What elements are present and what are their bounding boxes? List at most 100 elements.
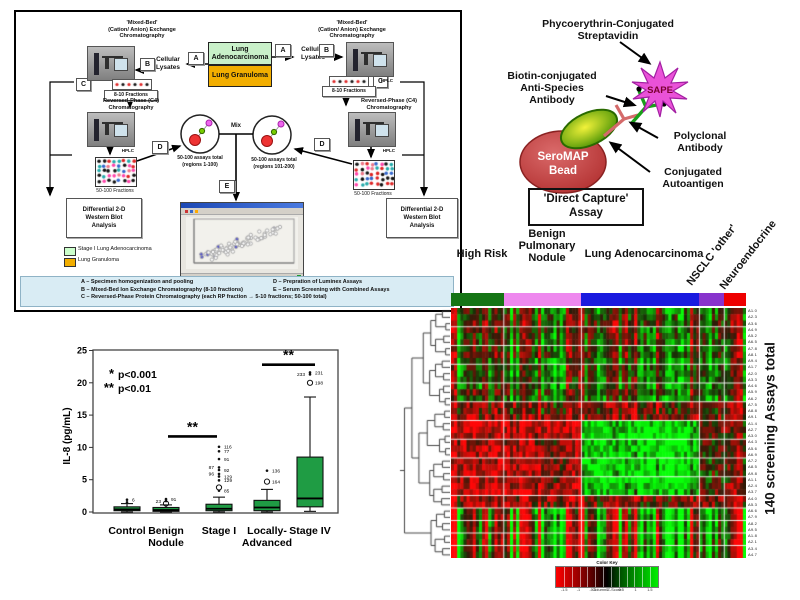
outlier-label: 129	[224, 478, 232, 484]
heatmap-group-color-band	[451, 293, 746, 306]
sape-label: SAPE	[647, 85, 673, 96]
hplc-image-mixed-bed-right: HPLC	[346, 42, 394, 83]
heatmap-row-label: A3.4	[748, 545, 758, 551]
window-toolbar	[181, 208, 303, 215]
significance-stars: **	[283, 347, 294, 363]
outlier-label: 91	[224, 457, 230, 463]
heatmap-row-label: A4.6	[748, 383, 758, 388]
outlier-dot	[217, 457, 221, 461]
fractions-grid-right	[353, 160, 395, 190]
group-band-segment-0	[451, 293, 504, 306]
outlier-label: 129	[224, 474, 232, 480]
bead-label-line1: SeroMAP	[537, 151, 588, 163]
direct-capture-panel: SAPE SeroMAP Bead Phycoerythrin-Conjugat…	[488, 12, 768, 226]
mixed-bed-label-left: 'Mixed-Bed' (Cation/ Anion) Exchange Chr…	[108, 20, 176, 39]
hplc-frame	[105, 121, 109, 135]
color-key-tick-label: -0.5	[589, 588, 596, 592]
legend-label-stage1: Stage I Lung Adenocarcinoma	[78, 246, 152, 252]
sample-box-adenocarcinoma: Lung Adenocarcinoma	[208, 42, 272, 65]
streptavidin-label: Phycoerythrin-Conjugated Streptavidin	[542, 18, 674, 42]
hplc-caption: HPLC	[380, 78, 393, 83]
heatmap-row-label: A4.0	[748, 495, 758, 501]
heatmap-row-label: A6.9	[748, 451, 758, 457]
step-a-right: A	[275, 44, 291, 57]
hplc-caption: HPLC	[382, 148, 395, 153]
heatmap-row-label: A8.1	[748, 351, 758, 357]
hplc-frame	[101, 121, 123, 124]
western-blot-box-left: Differential 2-D Western Blot Analysis	[66, 198, 142, 238]
heatmap-group-label-benign: Benign Pulmonary Nodule	[518, 228, 576, 264]
y-tick-label: 15	[77, 410, 87, 420]
heatmap-row-label: A2.0	[748, 370, 758, 376]
heatmap-row-label: A9.8	[748, 470, 758, 476]
hplc-monitor	[113, 58, 128, 72]
y-tick-label: 20	[77, 378, 87, 388]
heatmap-row-label: A2.7	[748, 426, 758, 432]
heatmap-row-label: A7.5	[748, 401, 758, 407]
fractions-50-100-left: 50-100 Fractions	[96, 188, 134, 194]
heatmap-group-label-high-risk: High Risk	[456, 248, 508, 260]
arrow-autoantigen	[608, 141, 651, 173]
color-key-axis-label: Column Z-Score	[592, 587, 622, 592]
heatmap-row-label: A3.0	[748, 433, 758, 438]
mixed-bed-label-right: 'Mixed-Bed' (Cation/ Anion) Exchange Chr…	[318, 20, 386, 39]
heatmap-row-label: A8.8	[748, 408, 758, 413]
color-key-tick	[626, 567, 628, 587]
step-d-right: D	[314, 138, 330, 151]
outlier-label: 198	[315, 381, 323, 387]
heatmap-row-label: A4.7	[748, 551, 758, 557]
fraction-strip-left	[112, 79, 152, 90]
outlier-label: 136	[272, 468, 280, 474]
heatmap-row-label: A1.1	[748, 476, 758, 482]
outlier-dot	[125, 501, 129, 504]
color-key-tick-label: -1	[576, 588, 581, 592]
outlier-dot	[217, 472, 221, 476]
heatmap-row-label: A9.1	[748, 414, 758, 420]
polyclonal-label: Polyclonal Antibody	[673, 130, 727, 154]
outlier-label: 23	[156, 499, 162, 505]
color-key-tick-label: 0	[605, 588, 609, 592]
hplc-monitor	[372, 54, 387, 68]
hplc-caption: HPLC	[121, 148, 134, 153]
heatmap-row-label: A5.6	[748, 445, 758, 451]
outlier-label: 77	[224, 449, 230, 455]
heatmap-row-label: A5.9	[748, 389, 758, 395]
heatmap-row-label: A1.7	[748, 364, 758, 370]
fractions-8-10-right: 8-10 Fractions	[322, 86, 376, 97]
assay-graphic: SAPE SeroMAP Bead	[519, 41, 689, 194]
legend-swatch-granuloma	[64, 258, 76, 267]
outlier-dot	[217, 475, 221, 478]
outlier-label: 85	[224, 488, 230, 494]
color-key-tick-label: 1.5	[647, 588, 653, 592]
heatmap-row-label: A6.2	[748, 395, 758, 401]
box	[205, 503, 233, 512]
color-key-tick	[634, 567, 636, 587]
color-key-tick	[579, 567, 581, 587]
heatmap-side-label: 140 screening Assays total	[762, 342, 778, 515]
outlier-label: 116	[224, 445, 232, 451]
color-key-tick	[610, 567, 612, 587]
window-title-bar	[181, 203, 303, 208]
box	[253, 499, 281, 512]
heatmap-row-label: A2.4	[748, 483, 758, 488]
workflow-caption-strip: A – Specimen homogenization and pooling …	[20, 276, 454, 307]
caption-steps-de: D – Prepration of Luminex Assays E – Ser…	[273, 279, 390, 293]
outlier-label: 164	[272, 479, 280, 485]
significance-stars: **	[187, 418, 198, 434]
hplc-frame	[105, 55, 109, 69]
hplc-frame	[362, 121, 384, 124]
legend-label-granuloma: Lung Granuloma	[78, 257, 119, 263]
heatmap-row-label: A9.4	[748, 358, 758, 363]
bead-sketch-left	[189, 119, 213, 146]
western-blot-box-right: Differential 2-D Western Blot Analysis	[386, 198, 458, 238]
hplc-monitor	[374, 124, 389, 138]
hplc-tower	[352, 48, 359, 71]
category-label: Stage IV	[289, 525, 330, 537]
caption-steps-abc: A – Specimen homogenization and pooling …	[81, 279, 327, 301]
assays-caption-left: 50-100 assays total (regions 1-100)	[177, 155, 223, 168]
category-label: Nodule	[148, 537, 184, 549]
toolbar-icon	[190, 209, 193, 213]
outlier-circle	[263, 478, 271, 485]
